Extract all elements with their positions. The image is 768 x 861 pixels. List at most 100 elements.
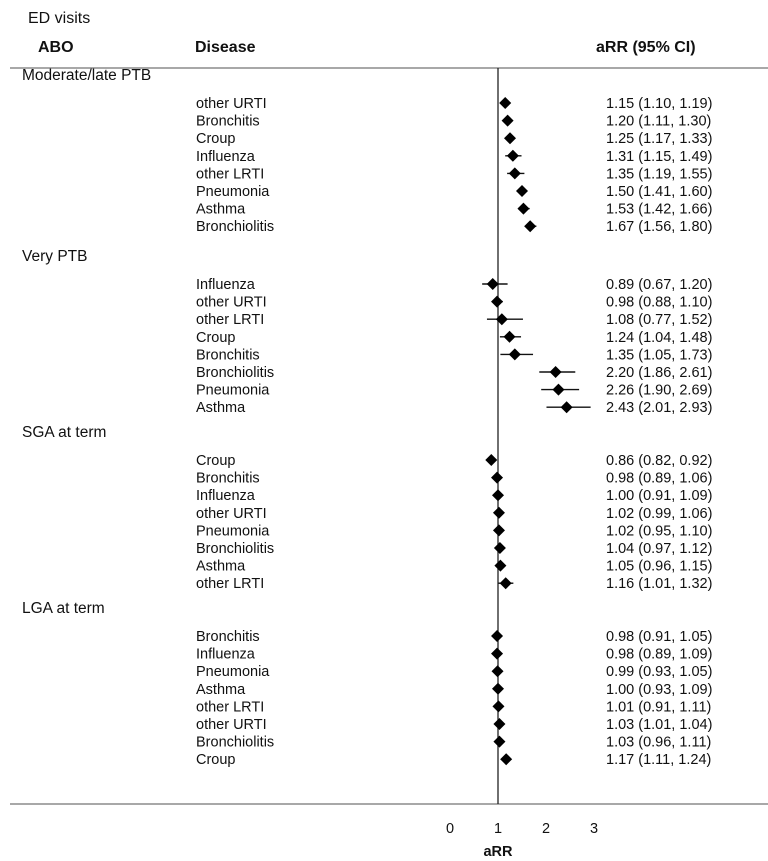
estimate-marker: [493, 718, 506, 730]
estimate-marker: [552, 383, 565, 396]
disease-label: Bronchiolitis: [196, 365, 274, 381]
estimate-marker: [492, 524, 505, 537]
disease-label: Croup: [196, 330, 236, 346]
disease-label: Asthma: [196, 400, 246, 416]
column-header-disease: Disease: [195, 39, 256, 56]
estimate-text: 1.03 (1.01, 1.04): [606, 717, 712, 733]
group-label: SGA at term: [22, 424, 106, 441]
estimate-marker: [495, 313, 508, 326]
chart-title: ED visits: [28, 10, 90, 27]
column-header-estimate: aRR (95% CI): [596, 39, 696, 56]
group-label: LGA at term: [22, 600, 105, 617]
column-header-abo: ABO: [38, 39, 74, 56]
disease-label: Asthma: [196, 559, 246, 575]
disease-label: Pneumonia: [196, 664, 270, 680]
group-label: Moderate/late PTB: [22, 67, 151, 84]
x-axis-label: aRR: [483, 844, 513, 860]
disease-label: Pneumonia: [196, 383, 270, 399]
disease-label: Croup: [196, 131, 236, 147]
estimate-text: 0.98 (0.89, 1.06): [606, 471, 712, 487]
estimate-marker: [503, 330, 516, 343]
estimate-marker: [549, 366, 562, 378]
disease-label: Pneumonia: [196, 184, 270, 200]
estimate-text: 0.98 (0.88, 1.10): [606, 295, 712, 311]
estimate-text: 1.20 (1.11, 1.30): [606, 114, 711, 130]
estimate-marker: [508, 167, 521, 180]
plot-rows: Moderate/late PTB other URTI 1.15 (1.10, 1…: [22, 67, 712, 768]
estimate-text: 1.53 (1.42, 1.66): [606, 202, 712, 218]
disease-label: other URTI: [196, 295, 267, 311]
disease-label: other URTI: [196, 506, 267, 522]
estimate-text: 1.50 (1.41, 1.60): [606, 184, 712, 200]
estimate-marker: [508, 348, 521, 361]
disease-label: Bronchiolitis: [196, 541, 274, 557]
estimate-text: 1.04 (0.97, 1.12): [606, 541, 712, 557]
estimate-marker: [492, 489, 504, 502]
estimate-text: 2.20 (1.86, 2.61): [606, 365, 712, 381]
estimate-marker: [506, 149, 519, 162]
x-tick-label: 2: [542, 821, 550, 837]
estimate-text: 1.00 (0.93, 1.09): [606, 682, 712, 698]
estimate-marker: [491, 471, 504, 484]
estimate-text: 0.89 (0.67, 1.20): [606, 277, 712, 293]
estimate-marker: [517, 202, 530, 215]
estimate-text: 1.67 (1.56, 1.80): [606, 219, 712, 235]
estimate-marker: [524, 220, 537, 233]
estimate-text: 1.03 (0.96, 1.11): [606, 735, 711, 751]
estimate-text: 0.98 (0.91, 1.05): [606, 629, 712, 645]
disease-label: other LRTI: [196, 576, 264, 592]
estimate-marker: [492, 506, 505, 519]
estimate-text: 0.86 (0.82, 0.92): [606, 453, 712, 469]
disease-label: Bronchitis: [196, 629, 260, 645]
estimate-text: 1.00 (0.91, 1.09): [606, 488, 712, 504]
x-axis: 0 1 2 3: [446, 821, 598, 837]
disease-label: other LRTI: [196, 312, 264, 328]
group-label: Very PTB: [22, 248, 87, 265]
estimate-marker: [491, 295, 504, 308]
disease-label: Bronchitis: [196, 114, 260, 130]
x-tick-label: 0: [446, 821, 454, 837]
disease-label: Influenza: [196, 488, 256, 504]
disease-label: Influenza: [196, 149, 256, 165]
estimate-text: 1.35 (1.05, 1.73): [606, 347, 712, 363]
disease-label: Pneumonia: [196, 523, 270, 539]
estimate-marker: [493, 542, 506, 554]
estimate-marker: [491, 665, 504, 678]
estimate-marker: [501, 114, 514, 127]
disease-label: other LRTI: [196, 699, 264, 715]
disease-label: Asthma: [196, 682, 246, 698]
x-tick-label: 3: [590, 821, 598, 837]
disease-label: Bronchiolitis: [196, 735, 274, 751]
disease-label: Croup: [196, 453, 236, 469]
estimate-text: 1.25 (1.17, 1.33): [606, 131, 712, 147]
estimate-text: 1.35 (1.19, 1.55): [606, 166, 712, 182]
estimate-text: 0.99 (0.93, 1.05): [606, 664, 712, 680]
x-tick-label: 1: [494, 821, 502, 837]
estimate-marker: [499, 97, 512, 109]
estimate-marker: [492, 700, 505, 713]
estimate-marker: [493, 735, 506, 748]
estimate-marker: [486, 278, 499, 290]
estimate-text: 1.02 (0.95, 1.10): [606, 523, 712, 539]
disease-label: Bronchiolitis: [196, 219, 274, 235]
disease-label: Influenza: [196, 277, 256, 293]
estimate-text: 1.02 (0.99, 1.06): [606, 506, 712, 522]
estimate-text: 2.26 (1.90, 2.69): [606, 383, 712, 399]
estimate-marker: [494, 559, 507, 572]
estimate-marker: [491, 630, 504, 642]
estimate-marker: [492, 682, 504, 695]
disease-label: Asthma: [196, 202, 246, 218]
estimate-text: 1.05 (0.96, 1.15): [606, 559, 712, 575]
estimate-marker: [516, 185, 528, 197]
estimate-text: 2.43 (2.01, 2.93): [606, 400, 712, 416]
estimate-text: 1.01 (0.91, 1.11): [606, 699, 711, 715]
estimate-text: 1.24 (1.04, 1.48): [606, 330, 712, 346]
estimate-text: 0.98 (0.89, 1.09): [606, 647, 712, 663]
estimate-marker: [499, 577, 512, 590]
estimate-marker: [500, 753, 513, 766]
estimate-marker: [560, 401, 573, 414]
disease-label: Croup: [196, 752, 236, 768]
disease-label: Bronchitis: [196, 471, 260, 487]
estimate-text: 1.17 (1.11, 1.24): [606, 752, 711, 768]
estimate-text: 1.08 (0.77, 1.52): [606, 312, 712, 328]
